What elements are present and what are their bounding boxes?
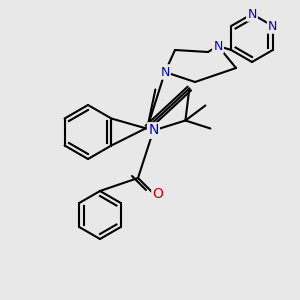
Text: N: N [268, 20, 278, 32]
Text: N: N [247, 8, 257, 20]
Text: N: N [213, 40, 223, 52]
Text: N: N [160, 65, 170, 79]
Text: O: O [153, 187, 164, 201]
Text: N: N [148, 124, 159, 137]
